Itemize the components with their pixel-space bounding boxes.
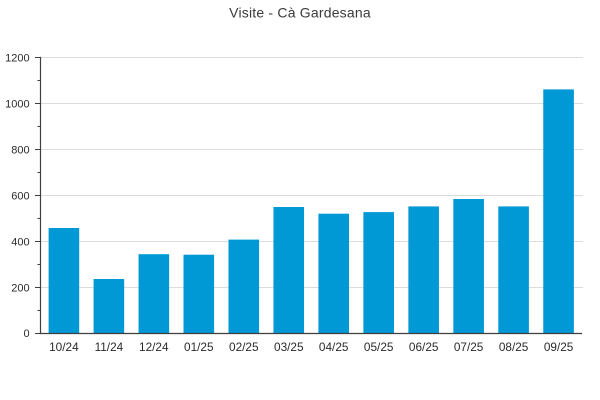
svg-text:12/24: 12/24 <box>139 340 169 354</box>
svg-text:200: 200 <box>11 282 29 294</box>
svg-text:800: 800 <box>11 144 29 156</box>
svg-text:11/24: 11/24 <box>95 340 124 354</box>
svg-text:Visite - Cà Gardesana: Visite - Cà Gardesana <box>229 5 371 21</box>
svg-text:01/25: 01/25 <box>184 340 214 354</box>
svg-text:1000: 1000 <box>5 98 29 110</box>
svg-text:03/25: 03/25 <box>274 340 304 354</box>
svg-text:07/25: 07/25 <box>454 340 484 354</box>
svg-text:06/25: 06/25 <box>409 340 439 354</box>
svg-text:1200: 1200 <box>5 52 29 64</box>
svg-text:0: 0 <box>23 328 29 340</box>
svg-text:05/25: 05/25 <box>364 340 394 354</box>
svg-text:08/25: 08/25 <box>499 340 529 354</box>
svg-text:600: 600 <box>11 190 29 202</box>
svg-text:09/25: 09/25 <box>544 340 574 354</box>
svg-text:04/25: 04/25 <box>319 340 349 354</box>
svg-text:02/25: 02/25 <box>229 340 259 354</box>
svg-text:10/24: 10/24 <box>49 340 79 354</box>
svg-text:400: 400 <box>11 236 29 248</box>
